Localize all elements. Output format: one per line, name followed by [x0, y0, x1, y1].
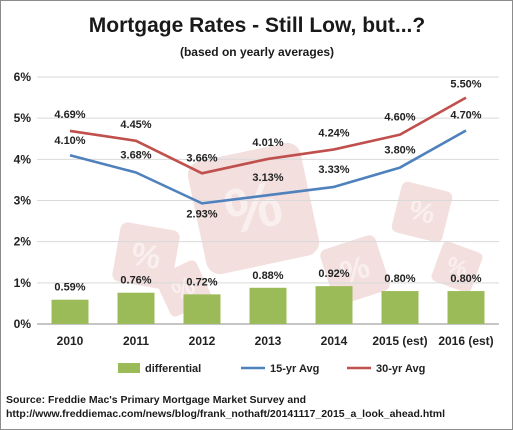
legend-label: differential	[145, 363, 201, 375]
differential-bar	[447, 291, 485, 324]
thirty-yr-line-data-label: 4.60%	[384, 112, 415, 124]
y-tick-label: 4%	[14, 152, 32, 166]
legend-label: 30-yr Avg	[376, 363, 425, 375]
source-line-1: Source: Freddie Mac's Primary Mortgage M…	[6, 394, 307, 406]
thirty-yr-line-data-label: 4.69%	[54, 109, 85, 121]
die-face	[112, 222, 180, 290]
legend-item: differential	[118, 363, 201, 375]
rate-lines	[69, 96, 467, 205]
watermark-die: %	[391, 181, 453, 243]
differential-data-label: 0.80%	[450, 273, 481, 285]
source-note: Source: Freddie Mac's Primary Mortgage M…	[6, 393, 511, 421]
legend: differential 15-yr Avg 30-yr Avg	[118, 363, 425, 375]
differential-data-label: 0.72%	[186, 276, 217, 288]
thirty-yr-line-data-label: 3.66%	[186, 152, 217, 164]
gridlines	[37, 76, 499, 325]
legend-item: 15-yr Avg	[241, 363, 319, 375]
x-tick-label: 2011	[123, 334, 149, 348]
differential-bars	[51, 286, 485, 324]
fifteen-yr-line-data-label: 3.33%	[318, 164, 349, 176]
differential-data-label: 0.92%	[318, 268, 349, 280]
fifteen-yr-line-data-label: 3.13%	[252, 172, 283, 184]
y-axis-ticks: 0% 1% 2% 3% 4% 5% 6%	[14, 70, 32, 331]
thirty-yr-line	[69, 96, 467, 175]
x-tick-label: 2016 (est)	[438, 334, 493, 348]
percent-dice-watermark: %%%%%%	[112, 142, 483, 317]
differential-data-label: 0.59%	[54, 282, 85, 294]
x-tick-label: 2010	[57, 334, 84, 348]
differential-data-label: 0.80%	[384, 273, 415, 285]
legend-item: 30-yr Avg	[347, 363, 425, 375]
chart-subtitle: (based on yearly averages)	[180, 45, 334, 59]
fifteen-yr-line-data-label: 2.93%	[186, 208, 217, 220]
legend-label: 15-yr Avg	[270, 363, 319, 375]
x-tick-label: 2015 (est)	[372, 334, 427, 348]
thirty-yr-line-data-label: 5.50%	[450, 79, 481, 91]
differential-bar	[117, 292, 155, 324]
source-url: http://www.freddiemac.com/news/blog/fran…	[6, 408, 446, 420]
y-tick-label: 6%	[14, 70, 32, 84]
thirty-yr-line-data-label: 4.24%	[318, 127, 349, 139]
y-tick-label: 0%	[14, 317, 32, 331]
thirty-yr-line-data-label: 4.01%	[252, 137, 283, 149]
x-tick-label: 2013	[255, 334, 282, 348]
differential-bar	[315, 286, 353, 324]
fifteen-yr-line-data-label: 4.10%	[54, 135, 85, 147]
differential-data-label: 0.76%	[120, 275, 151, 287]
y-tick-label: 2%	[14, 235, 32, 249]
data-labels: 0.59% 0.76% 0.72% 0.88% 0.92% 0.80% 0.80% 4.10%…	[54, 79, 481, 294]
differential-data-label: 0.88%	[252, 270, 283, 282]
fifteen-yr-line-data-label: 3.68%	[120, 150, 151, 162]
x-tick-label: 2012	[189, 334, 216, 348]
differential-bar	[381, 291, 419, 324]
die-face	[391, 181, 453, 243]
fifteen-yr-line-data-label: 4.70%	[450, 110, 481, 122]
watermark-die: %	[320, 235, 390, 305]
x-tick-label: 2014	[321, 334, 348, 348]
chart-title: Mortgage Rates - Still Low, but...?	[89, 14, 425, 37]
differential-bar	[249, 287, 287, 324]
mortgage-rates-chart: Mortgage Rates - Still Low, but...? (bas…	[14, 14, 499, 375]
legend-swatch	[118, 363, 140, 373]
fifteen-yr-line-data-label: 3.80%	[384, 145, 415, 157]
y-tick-label: 3%	[14, 194, 32, 208]
y-tick-label: 1%	[14, 276, 32, 290]
differential-bar	[51, 299, 89, 324]
die-face	[431, 241, 483, 293]
differential-bar	[183, 294, 221, 324]
y-tick-label: 5%	[14, 111, 32, 125]
watermark-die: %	[431, 241, 483, 293]
thirty-yr-line-data-label: 4.45%	[120, 119, 151, 131]
x-axis-ticks: 2010 2011 2012 2013 2014 2015 (est) 2016 (est)	[57, 334, 494, 348]
fifteen-yr-line	[69, 129, 467, 205]
